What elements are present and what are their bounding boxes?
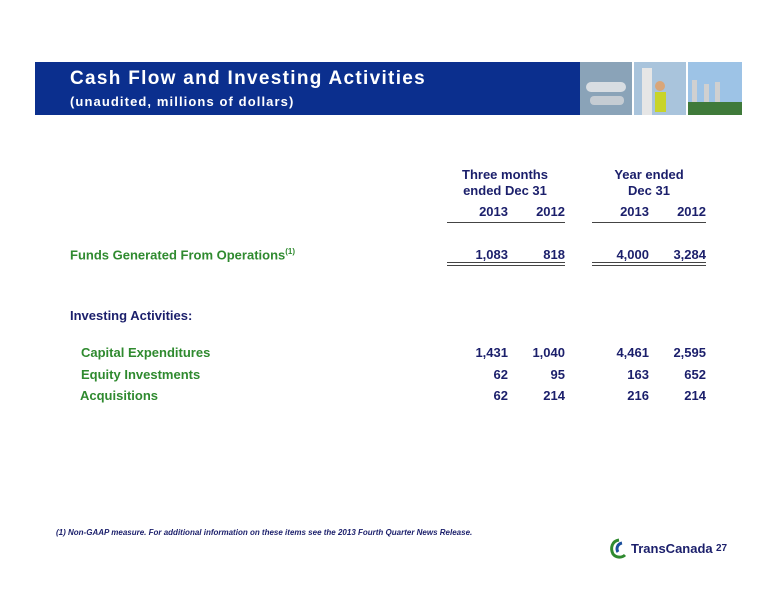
row-value: 1,040 xyxy=(532,345,565,360)
title: Cash Flow and Investing Activities xyxy=(70,68,427,89)
rule xyxy=(592,222,706,223)
double-rule xyxy=(447,265,565,266)
year-header: 2013 xyxy=(479,204,508,219)
row-value: 1,431 xyxy=(475,345,508,360)
logo-text: TransCanada xyxy=(631,541,713,556)
footnote: (1) Non-GAAP measure. For additional inf… xyxy=(56,528,473,537)
logo-mark xyxy=(610,538,627,559)
row-value: 62 xyxy=(493,388,508,403)
column-group-header: ended Dec 31 xyxy=(463,183,547,198)
footnote-ref: (1) xyxy=(285,247,296,256)
funds-label: Funds Generated From Operations(1) xyxy=(70,247,296,263)
funds-value: 3,284 xyxy=(673,247,706,262)
year-header: 2012 xyxy=(536,204,565,219)
section-label: Investing Activities: xyxy=(70,308,193,323)
double-rule xyxy=(447,262,565,263)
row-value: 163 xyxy=(627,367,649,382)
row-value: 652 xyxy=(684,367,706,382)
header-band xyxy=(35,62,580,115)
funds-value: 818 xyxy=(543,247,565,262)
row-value: 216 xyxy=(627,388,649,403)
row-value: 214 xyxy=(684,388,706,403)
funds-value: 1,083 xyxy=(475,247,508,262)
column-group-header: Dec 31 xyxy=(628,183,670,198)
double-rule xyxy=(592,265,706,266)
row-label: Capital Expenditures xyxy=(81,345,211,360)
subtitle: (unaudited, millions of dollars) xyxy=(70,94,295,109)
year-header: 2012 xyxy=(677,204,706,219)
column-group-header: Year ended xyxy=(614,167,684,182)
double-rule xyxy=(592,262,706,263)
column-group-header: Three months xyxy=(462,167,548,182)
row-value: 4,461 xyxy=(616,345,649,360)
page-number: 27 xyxy=(716,543,728,554)
row-value: 62 xyxy=(493,367,508,382)
year-header: 2013 xyxy=(620,204,649,219)
row-label: Equity Investments xyxy=(81,367,201,382)
header-photos xyxy=(580,62,742,115)
row-value: 214 xyxy=(543,388,565,403)
funds-value: 4,000 xyxy=(616,247,649,262)
row-value: 95 xyxy=(550,367,565,382)
rule xyxy=(447,222,565,223)
row-label: Acquisitions xyxy=(80,388,159,403)
row-value: 2,595 xyxy=(673,345,706,360)
